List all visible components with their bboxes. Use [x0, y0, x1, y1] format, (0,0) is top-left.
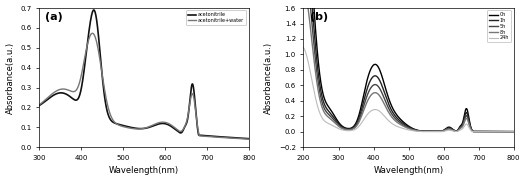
acetonitrile — [240, 137, 246, 139]
24h — [478, 131, 484, 133]
1h — [323, 107, 330, 110]
5h — [317, 90, 323, 92]
8h — [511, 131, 517, 133]
1h — [511, 131, 517, 133]
Line: 0h: 0h — [304, 0, 514, 132]
Line: acetonitrile: acetonitrile — [39, 10, 249, 139]
acetonitrile — [246, 138, 252, 140]
Text: (a): (a) — [45, 12, 63, 22]
8h — [329, 119, 336, 122]
Legend: 0h, 1h, 5h, 8h, 24h: 0h, 1h, 5h, 8h, 24h — [487, 10, 511, 42]
acetonitrile+water — [89, 32, 96, 34]
Line: 1h: 1h — [304, 0, 514, 132]
Line: 24h: 24h — [304, 48, 514, 132]
24h — [329, 124, 336, 127]
acetonitrile — [36, 105, 42, 107]
0h — [329, 111, 336, 113]
1h — [478, 131, 484, 133]
0h — [478, 130, 484, 132]
1h — [329, 115, 336, 117]
acetonitrile — [90, 9, 97, 11]
acetonitrile — [240, 137, 246, 139]
24h — [300, 47, 307, 49]
acetonitrile+water — [240, 138, 246, 140]
X-axis label: Wavelength(nm): Wavelength(nm) — [373, 167, 443, 175]
acetonitrile+water — [36, 104, 42, 106]
24h — [396, 126, 402, 128]
5h — [396, 121, 402, 123]
acetonitrile — [47, 97, 53, 99]
5h — [478, 131, 484, 133]
5h — [329, 117, 336, 119]
acetonitrile+water — [47, 95, 53, 97]
0h — [511, 131, 517, 133]
1h — [317, 83, 323, 85]
8h — [323, 114, 330, 117]
acetonitrile+water — [246, 138, 252, 140]
Line: 8h: 8h — [304, 0, 514, 132]
acetonitrile+water — [138, 128, 145, 130]
Text: (b): (b) — [310, 12, 328, 22]
24h — [306, 66, 312, 68]
8h — [396, 123, 402, 125]
acetonitrile — [201, 134, 208, 137]
acetonitrile — [138, 128, 145, 130]
acetonitrile+water — [201, 135, 208, 137]
8h — [306, 17, 312, 19]
Legend: acetonitrile, acetonitrile+water: acetonitrile, acetonitrile+water — [186, 10, 246, 25]
5h — [511, 131, 517, 133]
acetonitrile — [133, 127, 139, 129]
Y-axis label: Absorbance(a.u.): Absorbance(a.u.) — [264, 42, 274, 114]
24h — [323, 121, 330, 124]
8h — [317, 97, 323, 100]
Line: 5h: 5h — [304, 0, 514, 132]
24h — [317, 112, 323, 114]
X-axis label: Wavelength(nm): Wavelength(nm) — [109, 167, 179, 175]
Line: acetonitrile+water: acetonitrile+water — [39, 33, 249, 139]
0h — [323, 102, 330, 105]
24h — [511, 131, 517, 133]
acetonitrile+water — [133, 128, 139, 130]
8h — [478, 131, 484, 133]
5h — [323, 111, 330, 113]
Y-axis label: Absorbance(a.u.): Absorbance(a.u.) — [6, 42, 15, 114]
0h — [396, 117, 402, 119]
acetonitrile+water — [240, 138, 246, 140]
0h — [317, 73, 323, 75]
1h — [396, 119, 402, 121]
